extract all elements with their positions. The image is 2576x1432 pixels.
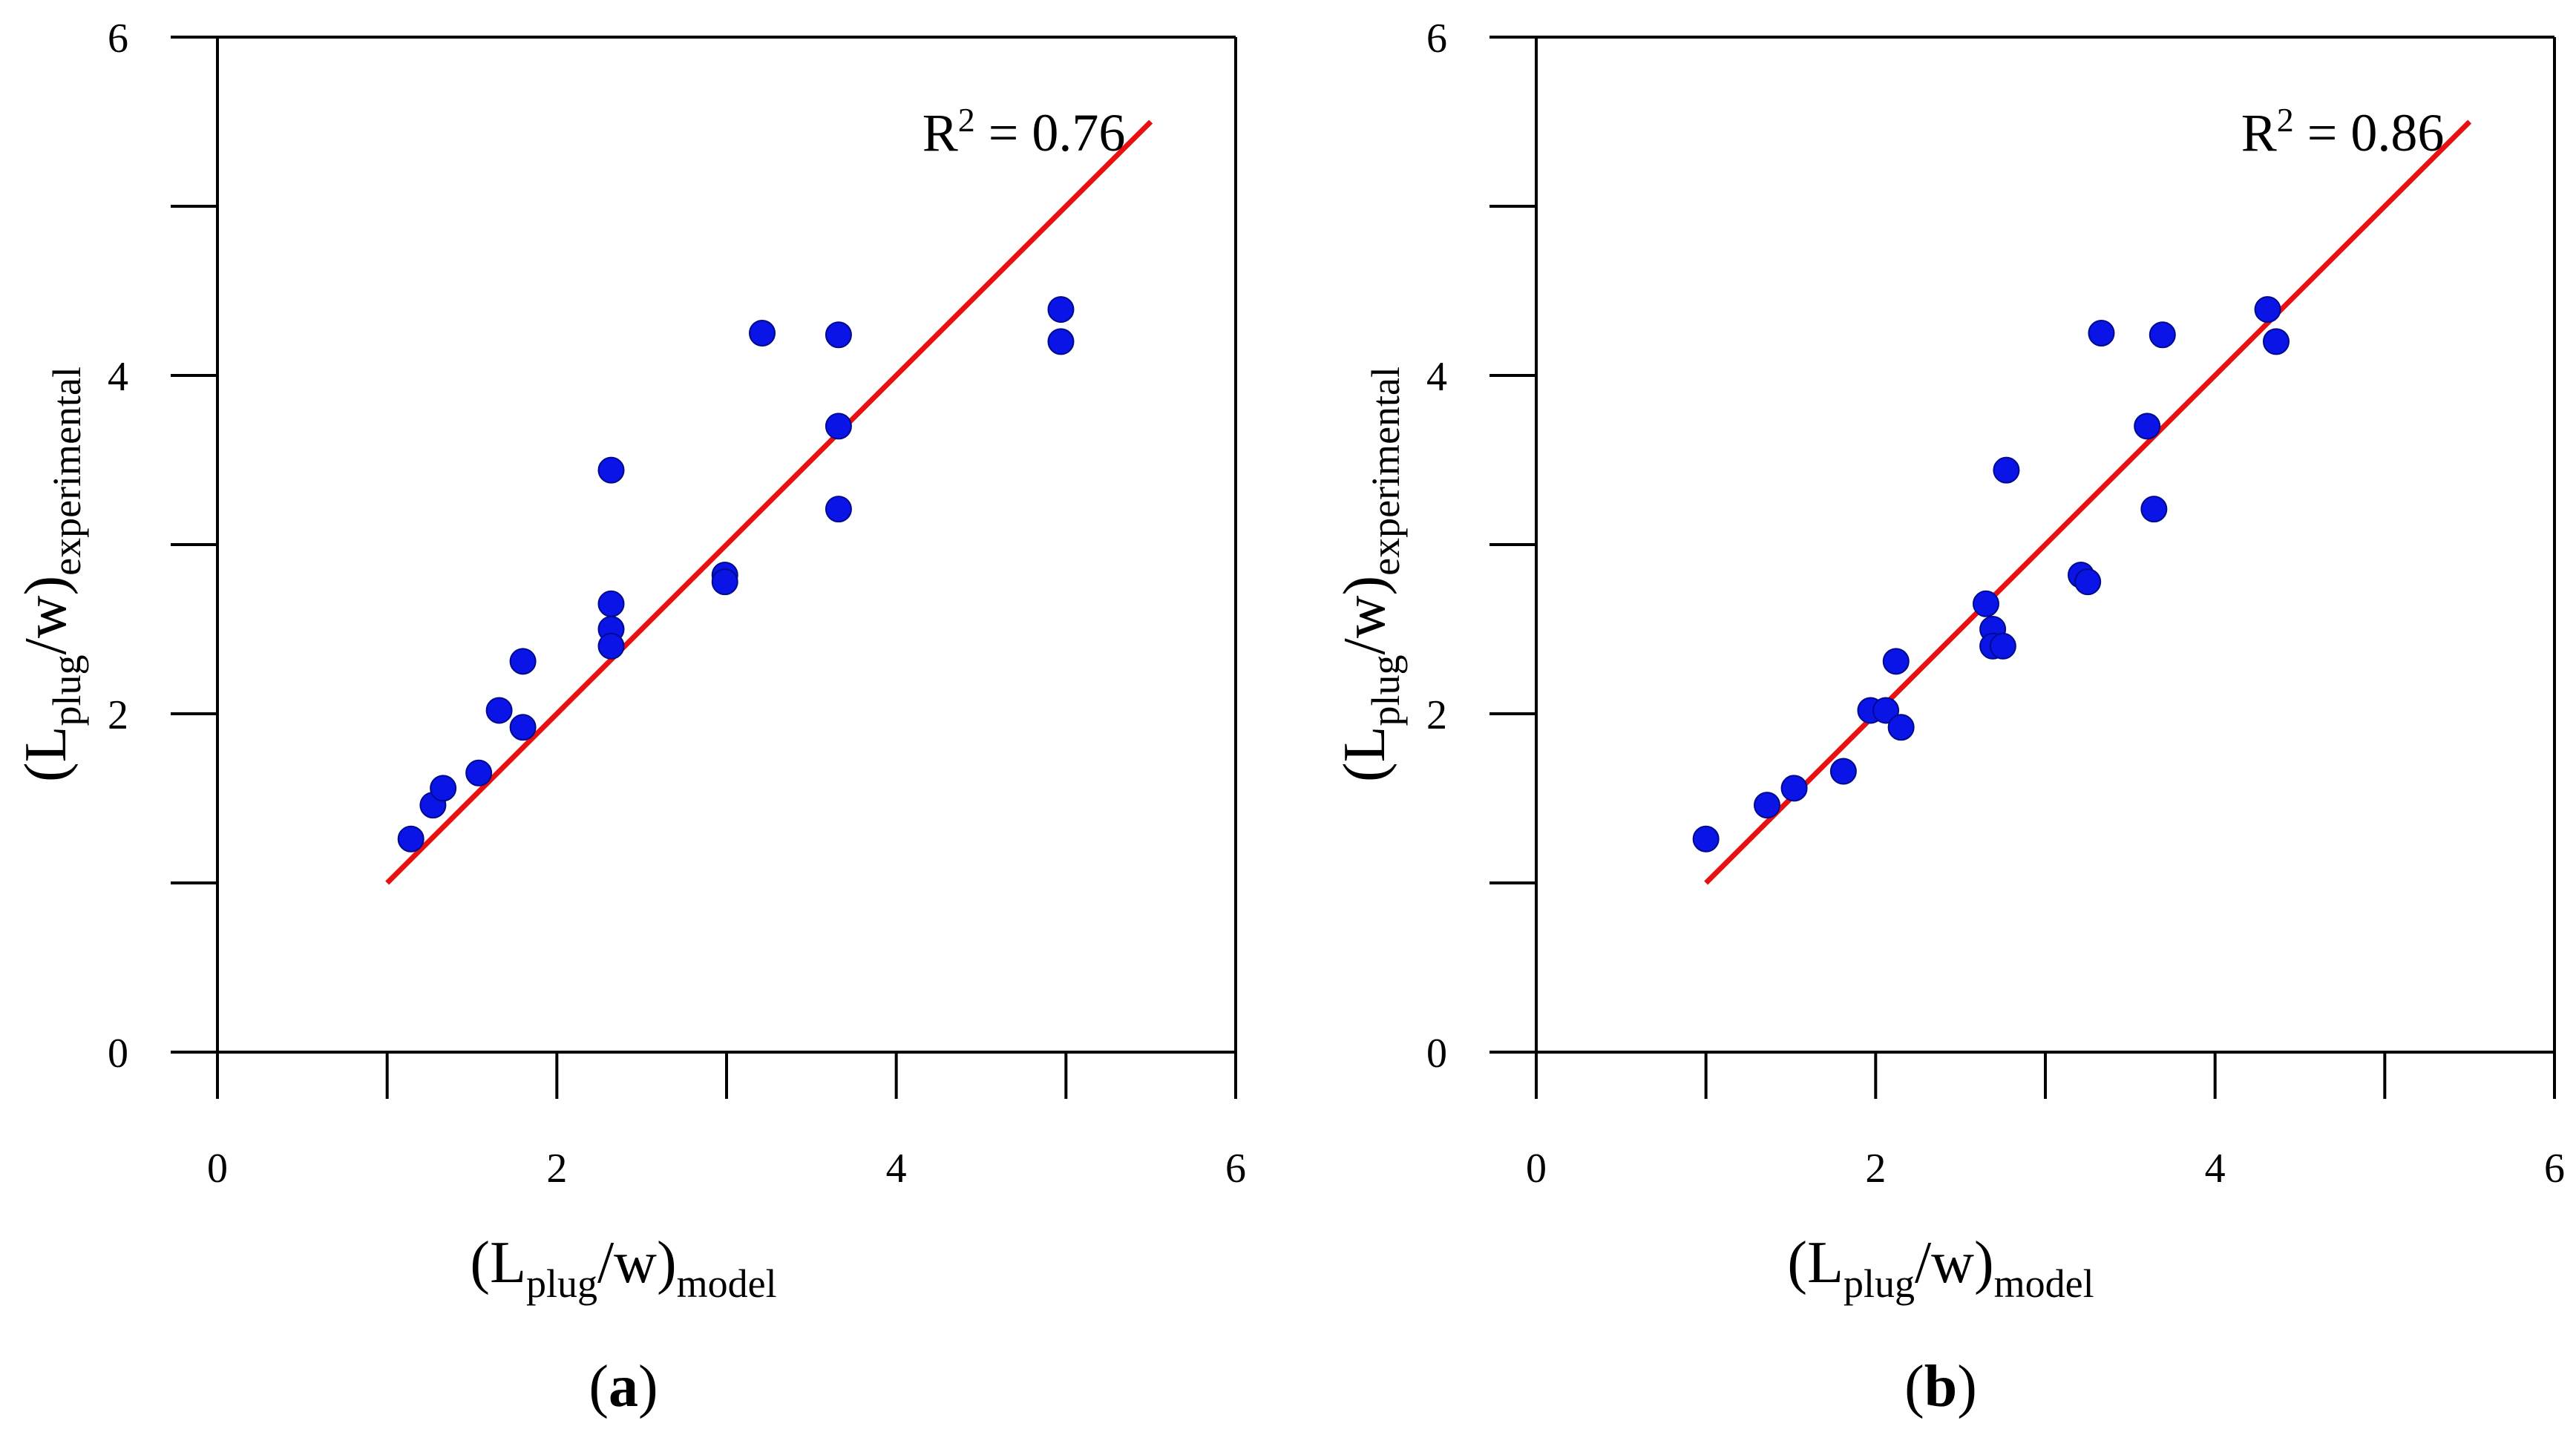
- x-tick-label: 6: [2544, 1146, 2565, 1192]
- data-point: [2254, 296, 2281, 323]
- y-tick-label: 6: [108, 16, 128, 62]
- data-point: [509, 714, 537, 741]
- y-tick-label: 0: [108, 1031, 128, 1077]
- data-point: [2074, 568, 2102, 596]
- x-tick-label: 2: [546, 1146, 567, 1192]
- r-squared-annotation: R2 = 0.86: [2241, 101, 2445, 162]
- data-point: [2088, 320, 2115, 346]
- y-tick-label: 0: [1426, 1031, 1447, 1077]
- y-tick-label: 4: [1426, 354, 1447, 400]
- data-point: [1780, 775, 1808, 802]
- data-point: [1692, 825, 1720, 853]
- chart-panel-b: 0 2 4 6 0 2 4 6 R2 = 0.86 (Lplug/w)model (Lplug/w)…: [1332, 16, 2565, 1419]
- data-point: [509, 648, 537, 675]
- r-squared-annotation: R2 = 0.76: [922, 101, 1126, 162]
- data-point: [397, 825, 425, 853]
- y-tick-label: 2: [1426, 692, 1447, 738]
- panel-label: (a): [589, 1354, 658, 1419]
- data-point: [2140, 496, 2168, 523]
- x-tick-label: 4: [886, 1146, 907, 1192]
- x-axis-label: (Lplug/w)model: [470, 1230, 776, 1306]
- data-point: [1753, 792, 1780, 819]
- data-point: [597, 590, 625, 617]
- data-point: [430, 775, 457, 802]
- x-tick-label: 6: [1225, 1146, 1246, 1192]
- panel-label: (b): [1904, 1354, 1977, 1419]
- chart-panel-a: 0 2 4 6 0 2 4 6 R2 = 0.76 (Lplug/w)model (Lplug/w)…: [13, 16, 1246, 1419]
- data-point: [1887, 714, 1915, 741]
- y-tick-label: 6: [1426, 16, 1447, 62]
- data-point: [1872, 697, 1900, 724]
- fit-line: [385, 119, 1153, 885]
- data-point: [1993, 456, 2020, 484]
- y-axis-label: (Lplug/w)experimental: [1332, 367, 1408, 782]
- data-point: [2262, 328, 2290, 355]
- data-point: [749, 320, 776, 346]
- x-tick-label: 0: [207, 1146, 228, 1192]
- y-axis-label: (Lplug/w)experimental: [13, 367, 89, 782]
- data-point: [1829, 758, 1857, 785]
- data-point: [597, 456, 625, 484]
- x-tick-label: 4: [2205, 1146, 2226, 1192]
- data-point: [1882, 648, 1910, 675]
- data-point: [465, 759, 493, 786]
- data-point: [1972, 590, 1999, 617]
- y-tick-label: 4: [108, 354, 128, 400]
- x-tick-label: 2: [1865, 1146, 1886, 1192]
- data-point: [485, 697, 513, 724]
- data-point: [1047, 296, 1075, 323]
- fit-line: [1704, 119, 2472, 885]
- data-point: [2149, 321, 2176, 349]
- data-point: [1047, 328, 1075, 355]
- x-tick-label: 0: [1526, 1146, 1547, 1192]
- x-axis-label: (Lplug/w)model: [1787, 1230, 2094, 1306]
- y-tick-label: 2: [108, 692, 128, 738]
- data-point: [825, 321, 852, 349]
- data-point: [1989, 632, 2016, 660]
- data-point: [711, 568, 738, 596]
- data-point: [2134, 413, 2161, 440]
- data-point: [825, 496, 852, 523]
- data-point: [825, 413, 852, 440]
- data-point: [597, 632, 625, 660]
